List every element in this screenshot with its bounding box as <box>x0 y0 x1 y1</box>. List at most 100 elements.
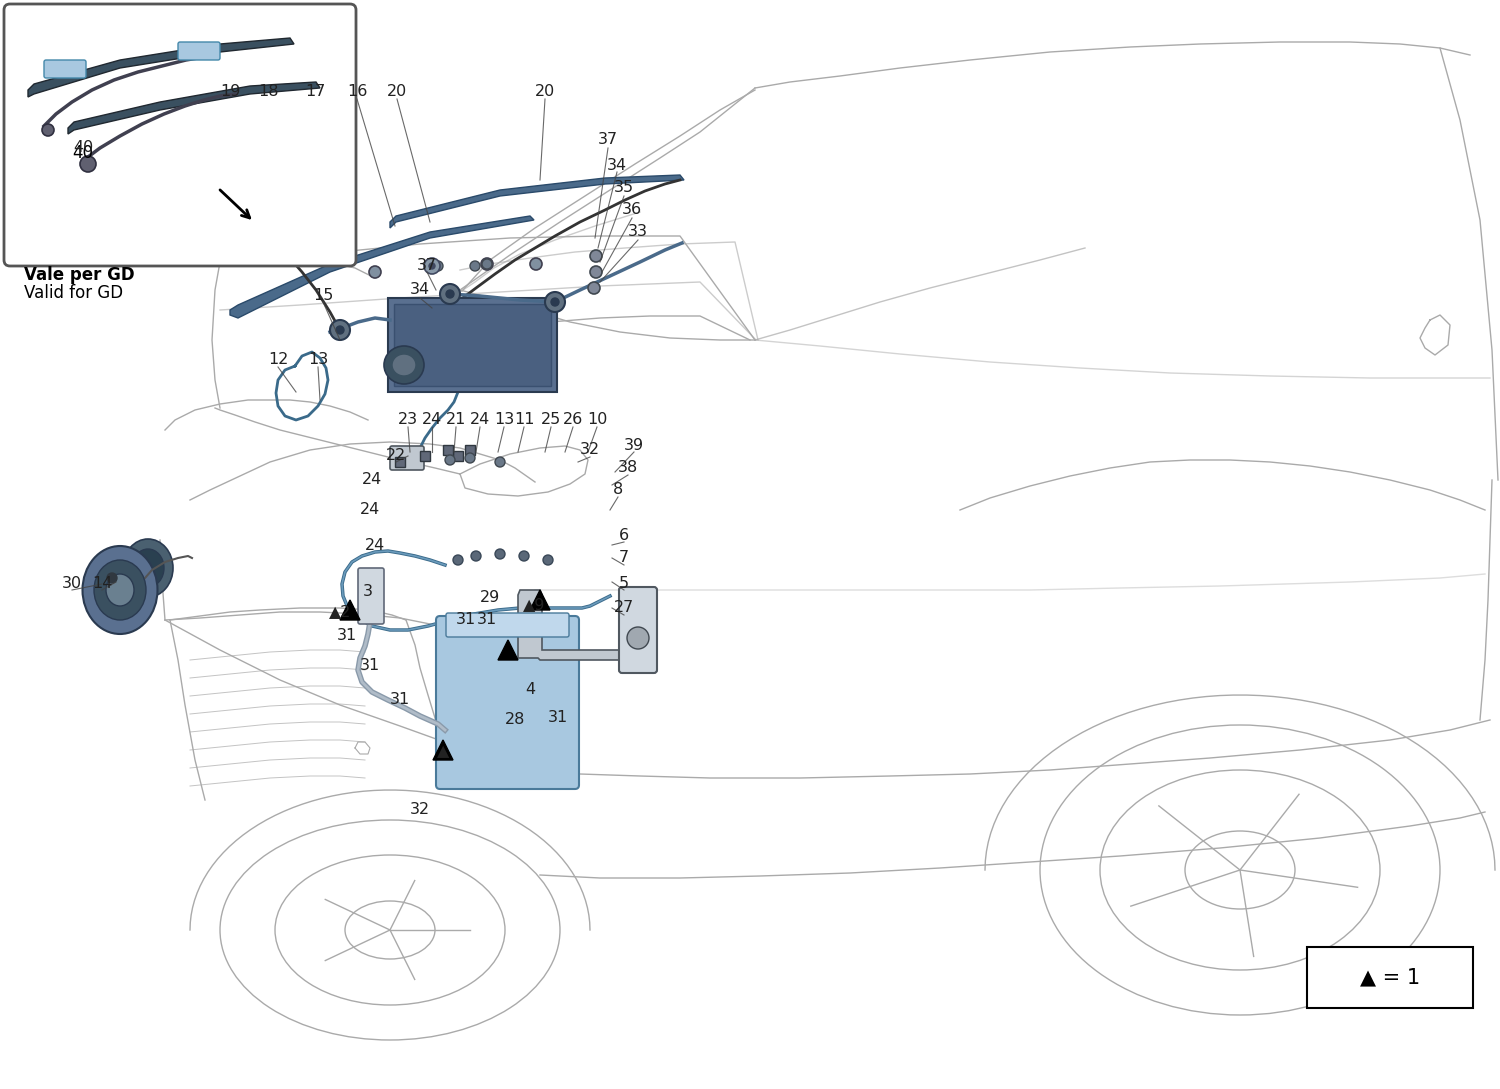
Circle shape <box>588 282 600 294</box>
Text: 11: 11 <box>513 413 534 428</box>
Ellipse shape <box>1100 770 1380 970</box>
Text: 40: 40 <box>74 140 93 156</box>
Text: 21: 21 <box>446 413 466 428</box>
Text: 27: 27 <box>614 600 634 615</box>
Circle shape <box>590 266 602 278</box>
FancyBboxPatch shape <box>178 42 220 60</box>
Circle shape <box>453 555 464 565</box>
Circle shape <box>429 264 435 269</box>
Text: 34: 34 <box>410 282 430 297</box>
Text: Valid for GD: Valid for GD <box>24 284 123 302</box>
Text: 35: 35 <box>614 181 634 196</box>
Text: 31: 31 <box>548 710 568 725</box>
FancyBboxPatch shape <box>446 613 568 637</box>
Text: 25: 25 <box>542 413 561 428</box>
Text: 23: 23 <box>398 413 418 428</box>
Bar <box>420 451 430 461</box>
Circle shape <box>550 298 560 306</box>
Ellipse shape <box>384 346 424 384</box>
Text: 32: 32 <box>580 442 600 457</box>
Polygon shape <box>498 640 517 660</box>
Text: 15: 15 <box>314 287 333 303</box>
Text: 38: 38 <box>618 461 638 476</box>
Ellipse shape <box>106 574 134 605</box>
Text: 19: 19 <box>220 85 240 99</box>
Bar <box>394 457 405 467</box>
Text: 29: 29 <box>480 590 500 605</box>
Polygon shape <box>390 175 684 228</box>
Text: 24: 24 <box>422 413 442 428</box>
Circle shape <box>424 258 439 274</box>
Bar <box>465 445 476 455</box>
Text: 31: 31 <box>338 628 357 644</box>
Text: 16: 16 <box>346 85 368 99</box>
Circle shape <box>80 156 96 172</box>
FancyBboxPatch shape <box>620 587 657 673</box>
FancyBboxPatch shape <box>1306 947 1473 1008</box>
Text: 20: 20 <box>387 85 406 99</box>
Text: 24: 24 <box>364 538 386 552</box>
Circle shape <box>495 549 506 559</box>
Circle shape <box>433 261 442 271</box>
Circle shape <box>519 551 530 561</box>
Circle shape <box>446 290 454 298</box>
Ellipse shape <box>345 901 435 959</box>
Polygon shape <box>518 590 620 660</box>
Text: 13: 13 <box>308 353 328 367</box>
Text: 24: 24 <box>470 413 490 428</box>
FancyBboxPatch shape <box>394 304 550 386</box>
Text: 17: 17 <box>304 85 326 99</box>
Text: 12: 12 <box>268 353 288 367</box>
Text: 24: 24 <box>360 502 380 517</box>
Ellipse shape <box>132 549 164 587</box>
Text: 31: 31 <box>477 612 496 627</box>
Ellipse shape <box>274 855 506 1005</box>
Circle shape <box>482 258 494 270</box>
Text: 33: 33 <box>628 224 648 240</box>
Text: 39: 39 <box>624 438 644 453</box>
Polygon shape <box>530 590 550 610</box>
Circle shape <box>482 259 492 269</box>
Text: 5: 5 <box>620 575 628 590</box>
FancyBboxPatch shape <box>436 616 579 790</box>
Text: 24: 24 <box>362 473 382 488</box>
Circle shape <box>336 326 344 334</box>
Text: 22: 22 <box>386 448 406 463</box>
Bar <box>442 445 453 455</box>
Ellipse shape <box>627 627 650 649</box>
Text: 4: 4 <box>525 683 536 697</box>
Text: 8: 8 <box>614 482 622 498</box>
FancyBboxPatch shape <box>44 60 86 78</box>
Polygon shape <box>230 216 534 318</box>
Ellipse shape <box>1185 831 1294 909</box>
Text: ▲9: ▲9 <box>524 598 544 612</box>
Text: ▲ = 1: ▲ = 1 <box>1360 967 1420 988</box>
Circle shape <box>590 250 602 262</box>
Text: 31: 31 <box>390 693 410 708</box>
FancyBboxPatch shape <box>4 4 356 266</box>
Ellipse shape <box>220 820 560 1040</box>
Circle shape <box>495 457 506 467</box>
Text: 37: 37 <box>598 133 618 147</box>
Circle shape <box>427 260 439 272</box>
Text: 7: 7 <box>620 551 628 565</box>
Text: 28: 28 <box>506 712 525 727</box>
Text: ▲: ▲ <box>436 745 448 759</box>
Text: 10: 10 <box>586 413 608 428</box>
Circle shape <box>471 551 482 561</box>
Ellipse shape <box>392 354 416 376</box>
Text: 40: 40 <box>72 144 93 162</box>
Circle shape <box>42 124 54 136</box>
Text: 32: 32 <box>410 803 430 818</box>
Text: 34: 34 <box>608 158 627 172</box>
Polygon shape <box>340 600 360 620</box>
Text: 26: 26 <box>562 413 584 428</box>
Ellipse shape <box>123 539 172 597</box>
Polygon shape <box>68 82 320 134</box>
Circle shape <box>470 261 480 271</box>
Polygon shape <box>433 741 453 760</box>
Circle shape <box>440 284 460 304</box>
Circle shape <box>544 292 566 313</box>
Circle shape <box>330 320 350 340</box>
Ellipse shape <box>1040 725 1440 1015</box>
